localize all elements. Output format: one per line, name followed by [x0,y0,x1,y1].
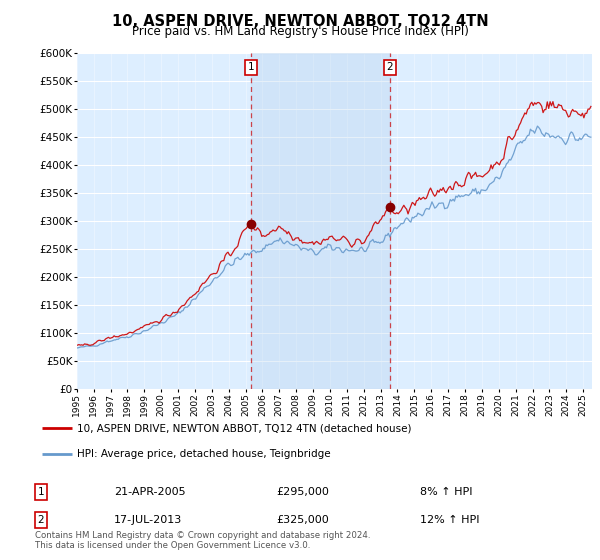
Text: Price paid vs. HM Land Registry's House Price Index (HPI): Price paid vs. HM Land Registry's House … [131,25,469,38]
Text: Contains HM Land Registry data © Crown copyright and database right 2024.
This d: Contains HM Land Registry data © Crown c… [35,530,370,550]
Text: 12% ↑ HPI: 12% ↑ HPI [420,515,479,525]
Text: 2: 2 [37,515,44,525]
Text: 1: 1 [247,62,254,72]
Text: 17-JUL-2013: 17-JUL-2013 [114,515,182,525]
Text: HPI: Average price, detached house, Teignbridge: HPI: Average price, detached house, Teig… [77,449,331,459]
Bar [251,53,390,389]
Text: £295,000: £295,000 [276,487,329,497]
Text: 8% ↑ HPI: 8% ↑ HPI [420,487,473,497]
Text: 21-APR-2005: 21-APR-2005 [114,487,185,497]
Text: 10, ASPEN DRIVE, NEWTON ABBOT, TQ12 4TN (detached house): 10, ASPEN DRIVE, NEWTON ABBOT, TQ12 4TN … [77,423,412,433]
Text: 2: 2 [386,62,393,72]
Text: 10, ASPEN DRIVE, NEWTON ABBOT, TQ12 4TN: 10, ASPEN DRIVE, NEWTON ABBOT, TQ12 4TN [112,14,488,29]
Text: £325,000: £325,000 [276,515,329,525]
Text: 1: 1 [37,487,44,497]
